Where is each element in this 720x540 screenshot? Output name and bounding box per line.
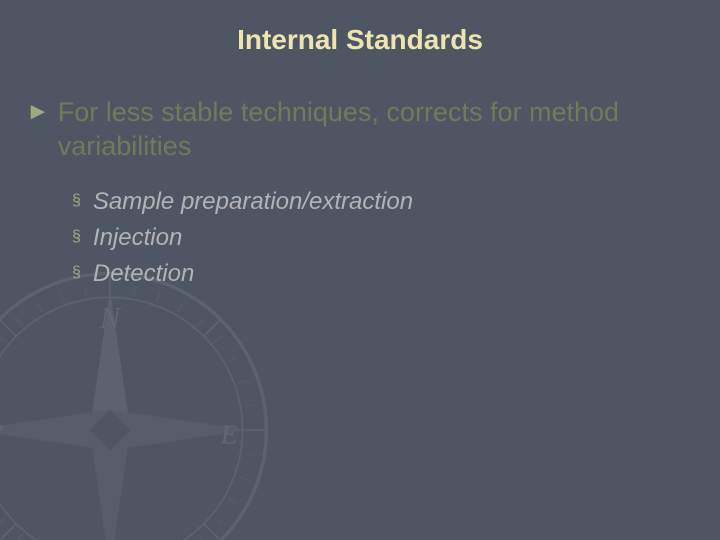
triangle-bullet-icon: ► xyxy=(26,99,50,125)
svg-text:E: E xyxy=(220,420,238,450)
sub-item: § Detection xyxy=(72,258,720,290)
section-bullet-icon: § xyxy=(72,192,81,210)
main-point-text: For less stable techniques, corrects for… xyxy=(58,96,700,164)
sub-item-text: Sample preparation/extraction xyxy=(93,186,413,218)
svg-text:N: N xyxy=(99,301,122,335)
slide-title: Internal Standards xyxy=(0,24,720,56)
svg-text:W: W xyxy=(0,420,5,450)
sub-item: § Injection xyxy=(72,222,720,254)
sub-item: § Sample preparation/extraction xyxy=(72,186,720,218)
sub-item-text: Injection xyxy=(93,222,182,254)
slide-root: N S W E Internal Standards ► For less st… xyxy=(0,0,720,540)
sub-item-text: Detection xyxy=(93,258,194,290)
sub-list: § Sample preparation/extraction § Inject… xyxy=(0,186,720,291)
section-bullet-icon: § xyxy=(72,264,81,282)
svg-text:S: S xyxy=(103,535,117,540)
section-bullet-icon: § xyxy=(72,228,81,246)
compass-watermark: N S W E xyxy=(0,260,280,540)
main-point: ► For less stable techniques, corrects f… xyxy=(0,96,720,164)
